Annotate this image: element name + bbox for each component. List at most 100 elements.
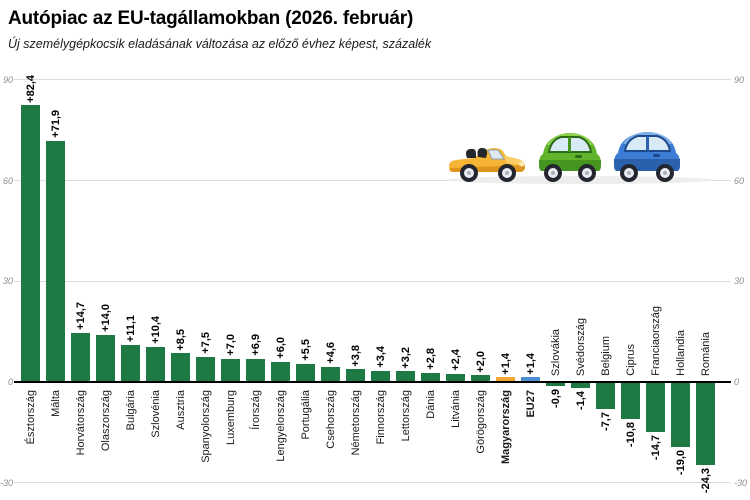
gridline--30 (14, 482, 731, 484)
bar-category-label: Görögország (474, 390, 487, 454)
bar-category-label: Lengyelország (274, 390, 287, 462)
y-tick-label-right: 0 (734, 377, 740, 387)
bar-Csehország (321, 366, 340, 382)
bar-value-label: -7,7 (599, 411, 612, 431)
bar-value-label: +7,5 (199, 332, 212, 354)
bar-category-label: Olaszország (99, 390, 112, 452)
wheel-icon (544, 164, 562, 182)
wheel-icon (620, 164, 638, 182)
bar-value-label: +2,8 (424, 347, 437, 370)
bar-value-label: +6,0 (274, 337, 287, 359)
bar-Spanyolország (196, 356, 215, 382)
bar-value-label: +1,4 (524, 352, 537, 375)
y-tick-label-left: -30 (0, 477, 14, 488)
y-tick-label-right: 60 (734, 175, 745, 186)
bar-value-label: -1,4 (574, 390, 587, 410)
bar-Hollandia (671, 383, 690, 447)
y-tick-label-left: 30 (2, 276, 13, 287)
bar-category-label: Franciaország (649, 306, 662, 376)
y-tick-label-right: 30 (734, 276, 745, 287)
bar-Ausztria (171, 353, 190, 382)
y-tick-label-right: -30 (734, 477, 748, 488)
chart-subtitle: Új személygépkocsik eladásának változása… (8, 37, 432, 51)
bar-Portugália (296, 363, 315, 382)
bar-value-label: +4,6 (324, 341, 337, 364)
bar-category-label: Szlovénia (149, 390, 162, 438)
bar-category-label: Luxemburg (224, 390, 237, 446)
cars-ground-shadow (446, 176, 714, 184)
bar-Svédország (571, 383, 590, 388)
bar-Írország (246, 358, 265, 382)
bar-category-label: Lettország (399, 390, 412, 442)
bar-category-label: Málta (49, 390, 62, 417)
bar-Horvátország (71, 332, 90, 382)
bar-value-label: +82,4 (24, 74, 37, 103)
bar-category-label: Írország (249, 390, 262, 430)
bar-value-label: +6,9 (249, 334, 262, 356)
bar-value-label: +1,4 (499, 352, 512, 375)
bar-category-label: Németország (349, 390, 362, 456)
bar-category-label: Magyarország (499, 390, 512, 464)
bar-category-label: Ciprus (624, 344, 637, 376)
bar-value-label: +11,1 (124, 314, 137, 342)
bar-Belgium (596, 383, 615, 409)
bar-category-label: Litvánia (449, 390, 462, 428)
bar-Szlovákia (546, 383, 565, 387)
bar-Málta (46, 140, 65, 382)
bar-Lengyelország (271, 361, 290, 382)
bar-category-label: Belgium (599, 336, 612, 376)
bar-value-label: +3,8 (349, 344, 362, 367)
chart-title: Autópiac az EU-tagállamokban (2026. febr… (8, 8, 414, 29)
wheel-icon (460, 164, 478, 182)
bar-value-label: +7,0 (224, 333, 237, 356)
y-tick-label-left: 0 (7, 377, 13, 387)
bar-category-label: Svédország (574, 317, 587, 376)
bar-category-label: Hollandia (674, 330, 687, 376)
hatchback-car-blue-icon (614, 132, 680, 182)
bar-category-label: Dánia (424, 390, 437, 419)
bar-EU27 (521, 377, 540, 382)
bar-value-label: -14,7 (649, 435, 662, 461)
bar-Észtország (21, 105, 40, 382)
y-tick-label-right: 90 (734, 74, 745, 85)
bar-value-label: +2,0 (474, 350, 487, 373)
bar-category-label: Románia (699, 331, 712, 376)
gridline-30 (14, 280, 731, 282)
bar-Ciprus (621, 383, 640, 420)
wheel-icon (578, 164, 596, 182)
bar-category-label: Szlovákia (549, 328, 562, 376)
bar-value-label: +8,5 (174, 328, 187, 351)
bar-Litvánia (446, 373, 465, 382)
bar-value-label: +14,0 (99, 304, 112, 333)
bar-category-label: Ausztria (174, 390, 187, 430)
bar-category-label: Spanyolország (199, 390, 212, 463)
bar-Franciaország (646, 383, 665, 433)
bar-category-label: Észtország (24, 390, 37, 445)
bar-value-label: -0,9 (549, 389, 562, 408)
bar-value-label: +71,9 (49, 109, 62, 138)
bar-Bulgária (121, 344, 140, 382)
bar-Dánia (421, 372, 440, 382)
y-tick-label-left: 60 (2, 175, 13, 186)
bar-value-label: +14,7 (74, 301, 87, 330)
bar-value-label: +2,4 (449, 349, 462, 371)
bar-Lettország (396, 371, 415, 382)
bar-Görögország (471, 375, 490, 382)
y-tick-label-left: 90 (2, 74, 13, 85)
bar-value-label: +3,2 (399, 346, 412, 369)
bar-category-label: Bulgária (124, 390, 137, 431)
bar-value-label: +10,4 (149, 316, 162, 345)
bar-value-label: -24,3 (699, 467, 712, 493)
bar-value-label: -19,0 (674, 449, 687, 475)
bar-value-label: +3,4 (374, 345, 387, 368)
bar-value-label: -10,8 (624, 422, 637, 448)
bar-Magyarország (496, 377, 515, 382)
bar-value-label: +5,5 (299, 338, 312, 361)
bar-Németország (346, 369, 365, 382)
bar-Románia (696, 383, 715, 465)
bar-Luxemburg (221, 358, 240, 382)
bar-category-label: Portugália (299, 390, 312, 440)
hatchback-car-green-icon (539, 133, 601, 182)
